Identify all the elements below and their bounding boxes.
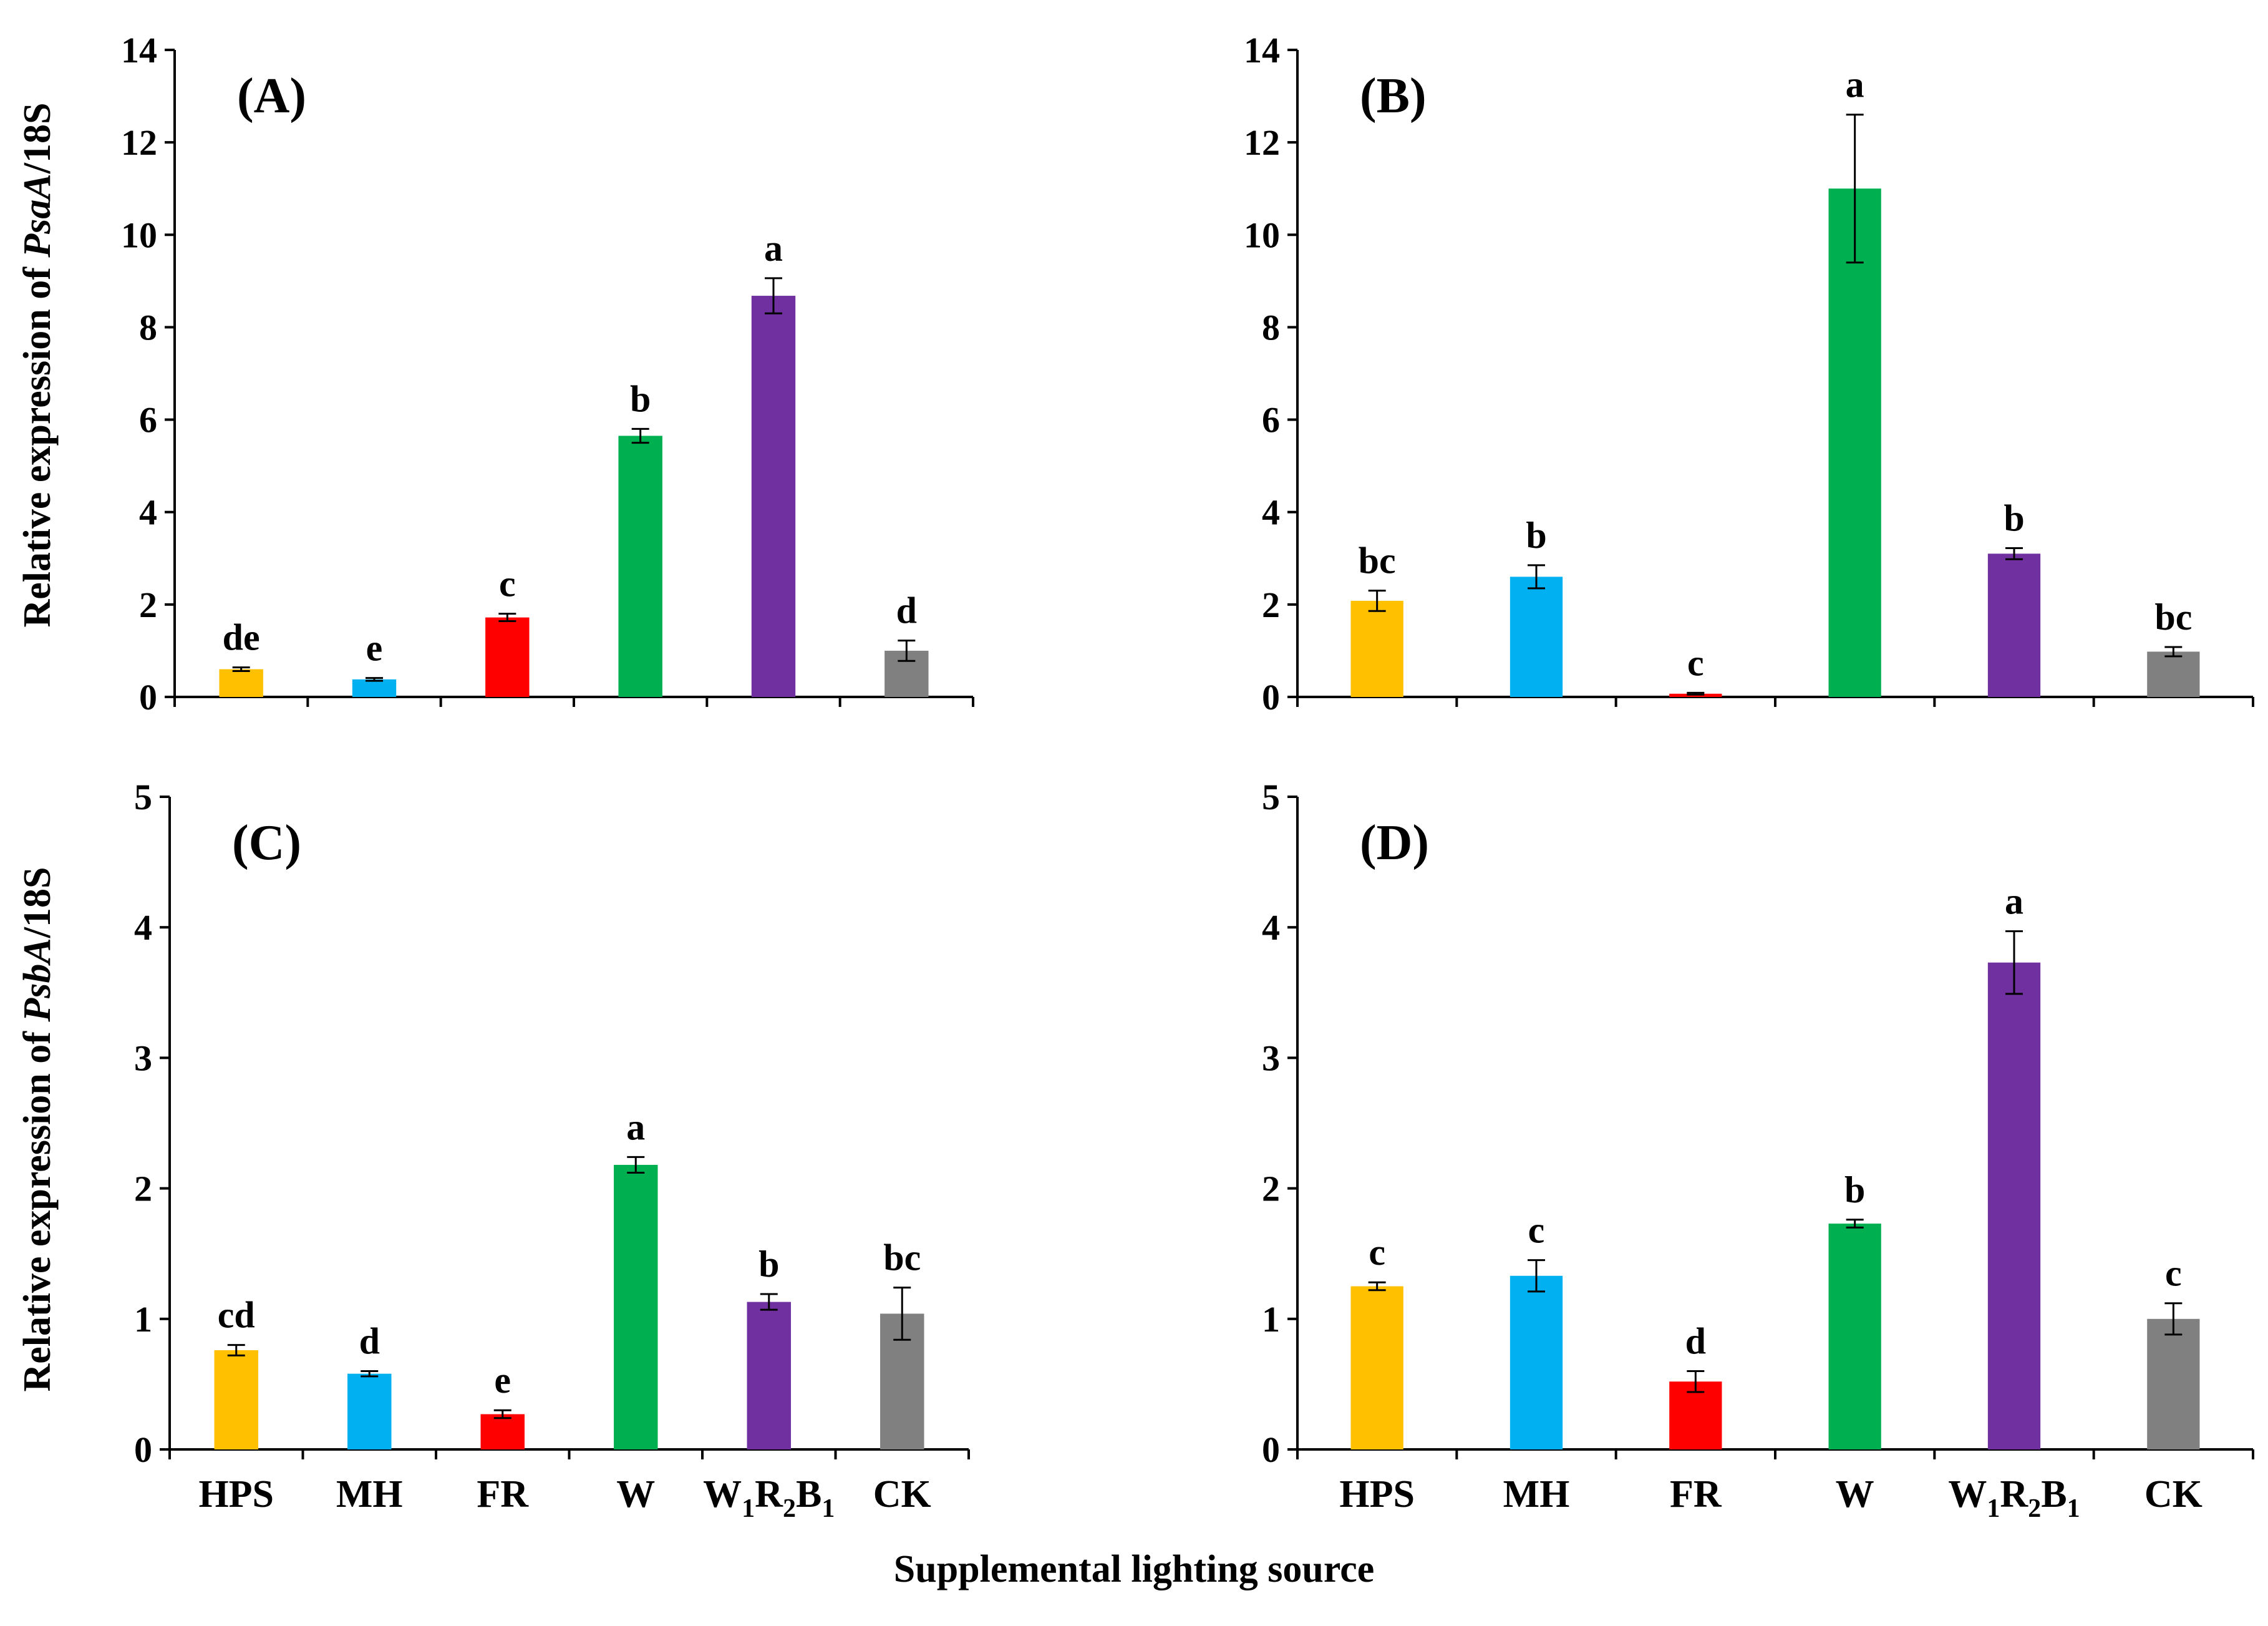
- x-axis-title: Supplemental lighting source: [894, 1548, 1375, 1590]
- significance-letter: b: [630, 378, 651, 419]
- x-tick-label: MH: [1503, 1473, 1570, 1516]
- y-tick-label: 1: [1262, 1299, 1280, 1340]
- bar-w1r2b1: [1987, 962, 2041, 1449]
- x-tick-label: W: [1836, 1473, 1874, 1516]
- panel-d: 0 1 2 3 4 5 (D) c HPS c MH d FR b Wa W1R2B1 c CK: [1262, 777, 2254, 1523]
- significance-letter: cd: [218, 1295, 255, 1336]
- bar-hps: [214, 1350, 258, 1449]
- y-tick-label: 0: [1262, 677, 1280, 718]
- significance-letter: a: [1846, 64, 1864, 105]
- y-tick-label: 0: [139, 677, 157, 718]
- significance-letter: c: [499, 563, 516, 605]
- y-tick-label: 3: [134, 1038, 152, 1078]
- significance-letter: bc: [883, 1237, 921, 1278]
- panel-a: 0 2 4 6 8 10 12 14 (A) de e c b a d: [121, 30, 974, 718]
- significance-letter: b: [1526, 515, 1546, 556]
- bar-w: [618, 436, 662, 697]
- y-tick-label: 5: [1262, 777, 1280, 817]
- x-tick-label: W: [616, 1473, 655, 1516]
- x-tick-label: FR: [477, 1473, 529, 1516]
- significance-letter: d: [896, 590, 917, 631]
- y-tick-label: 8: [1262, 307, 1280, 348]
- bar-w: [1828, 1224, 1881, 1449]
- y-tick-label: 12: [121, 122, 157, 163]
- y-tick-label: 0: [134, 1429, 152, 1470]
- bar-mh: [1510, 577, 1563, 697]
- significance-letter: c: [2165, 1253, 2182, 1294]
- y-tick-label: 4: [1262, 492, 1280, 533]
- significance-letter: c: [1528, 1210, 1545, 1251]
- bar-w: [1828, 188, 1881, 697]
- bar-w1r2b1: [747, 1302, 791, 1449]
- bar-w1r2b1: [751, 296, 796, 697]
- panel-label: (B): [1360, 69, 1427, 124]
- panel-label: (A): [237, 69, 306, 124]
- panel-label: (C): [232, 815, 301, 870]
- y-tick-label: 4: [134, 907, 152, 948]
- y-tick-label: 4: [139, 492, 157, 533]
- y-tick-label: 5: [134, 777, 152, 817]
- x-tick-label: MH: [336, 1473, 403, 1516]
- y-tick-label: 12: [1244, 122, 1280, 163]
- x-tick-label: HPS: [1339, 1473, 1415, 1516]
- x-tick-label: CK: [873, 1473, 931, 1516]
- x-tick-label: HPS: [198, 1473, 274, 1516]
- y-tick-label: 2: [134, 1169, 152, 1209]
- significance-letter: e: [494, 1360, 511, 1401]
- y-tick-label: 4: [1262, 907, 1280, 948]
- significance-letter: b: [758, 1244, 779, 1285]
- x-tick-label: FR: [1670, 1473, 1722, 1516]
- bar-mh: [347, 1373, 392, 1449]
- bar-hps: [1350, 600, 1403, 697]
- significance-letter: a: [2005, 880, 2023, 922]
- y-tick-label: 1: [134, 1299, 152, 1340]
- bar-ck: [2147, 1318, 2200, 1449]
- y-tick-label: 14: [121, 30, 157, 71]
- bar-mh: [352, 679, 397, 697]
- y-tick-label: 2: [1262, 1169, 1280, 1209]
- x-tick-label: W1R2B1: [1948, 1473, 2080, 1523]
- bar-hps: [1350, 1286, 1403, 1449]
- significance-letter: a: [626, 1106, 645, 1147]
- y-tick-label: 3: [1262, 1038, 1280, 1078]
- bar-w: [614, 1164, 658, 1449]
- panel-label: (D): [1360, 815, 1429, 870]
- bar-fr: [480, 1414, 525, 1449]
- significance-letter: bc: [1359, 540, 1396, 582]
- y-axis-title-bottom: Relative expression of PsbA/18S: [16, 867, 59, 1391]
- significance-letter: bc: [2154, 596, 2192, 638]
- bar-w1r2b1: [1987, 553, 2041, 697]
- bar-ck: [2147, 651, 2200, 697]
- y-tick-label: 2: [139, 585, 157, 625]
- y-axis-title-top: Relative expression of PsaA/18S: [16, 102, 59, 627]
- bar-hps: [219, 669, 263, 697]
- significance-letter: d: [1685, 1320, 1706, 1361]
- y-tick-label: 10: [121, 215, 157, 255]
- x-tick-label: W1R2B1: [703, 1473, 835, 1523]
- significance-letter: b: [2004, 497, 2024, 538]
- bar-mh: [1510, 1275, 1563, 1449]
- y-tick-label: 6: [1262, 400, 1280, 441]
- x-tick-label: CK: [2144, 1473, 2203, 1516]
- bar-fr: [485, 617, 530, 697]
- significance-letter: d: [359, 1320, 380, 1361]
- y-tick-label: 6: [139, 400, 157, 441]
- significance-letter: b: [1844, 1169, 1865, 1210]
- significance-letter: c: [1687, 642, 1704, 683]
- y-tick-label: 10: [1244, 215, 1280, 255]
- panel-c: 0 1 2 3 4 5 (C) cd HPS d MH e FR a Wb W1R2B1 bc CK: [134, 777, 970, 1523]
- y-tick-label: 14: [1244, 30, 1280, 71]
- significance-letter: e: [366, 628, 383, 669]
- y-tick-label: 2: [1262, 585, 1280, 625]
- y-tick-label: 8: [139, 307, 157, 348]
- significance-letter: de: [223, 617, 260, 658]
- significance-letter: c: [1369, 1232, 1385, 1273]
- y-tick-label: 0: [1262, 1429, 1280, 1470]
- significance-letter: a: [764, 228, 783, 269]
